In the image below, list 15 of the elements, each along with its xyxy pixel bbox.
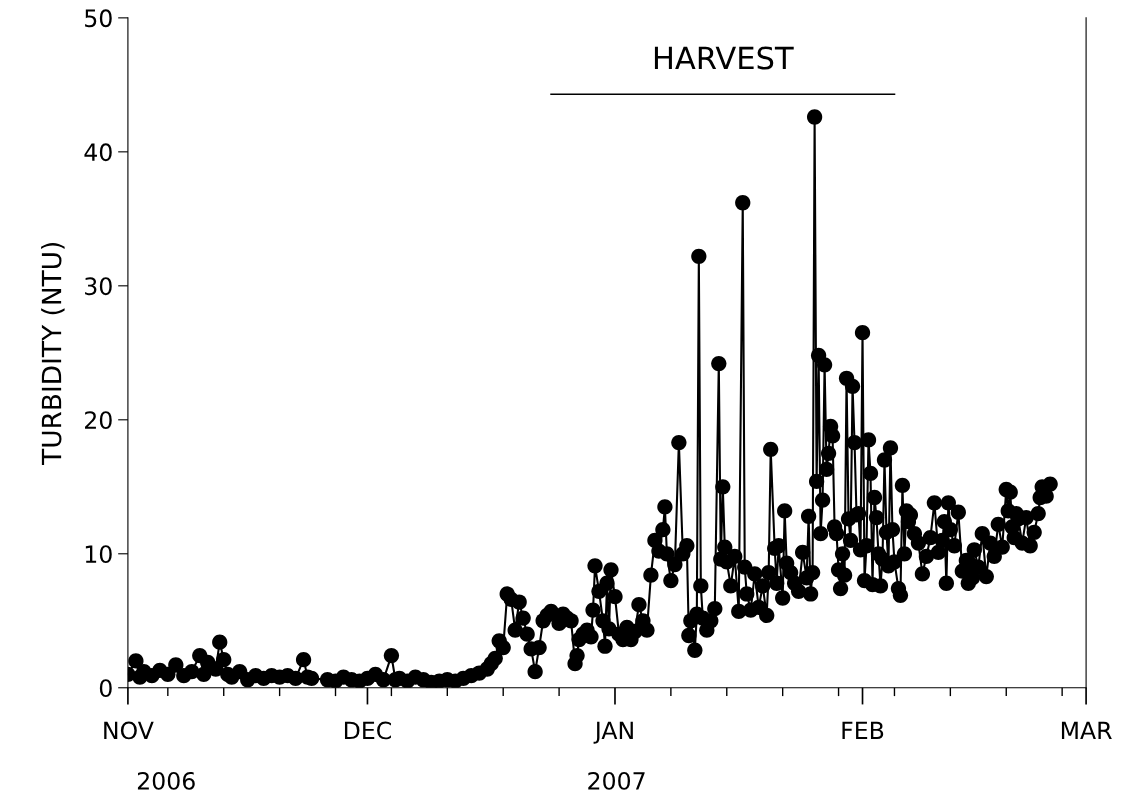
x-tick-label: DEC — [344, 721, 391, 740]
series-label: HARVEST — [654, 46, 794, 70]
y-tick-label: 20 — [85, 411, 112, 430]
y-axis-title: TURBIDITY (NTU) — [41, 243, 65, 465]
y-tick-label: 30 — [85, 277, 112, 296]
y-tick-label: 50 — [85, 9, 112, 28]
x-tick-label: JAN — [593, 721, 633, 744]
y-tick-label: 10 — [85, 545, 112, 564]
text: 2006 — [137, 771, 195, 790]
text: 2007 — [588, 771, 645, 790]
x-tick-label: FEB — [842, 721, 884, 740]
y-tick-label: 0 — [99, 679, 112, 698]
x-tick-label: MAR — [1061, 721, 1112, 740]
x-tick-label: NOV — [104, 721, 154, 740]
y-tick-label: 40 — [84, 143, 112, 162]
